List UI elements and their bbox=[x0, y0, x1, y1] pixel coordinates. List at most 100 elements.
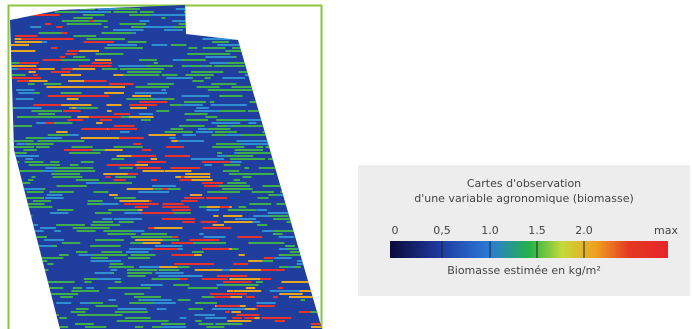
biomass-streak bbox=[315, 35, 335, 37]
biomass-streak bbox=[224, 221, 256, 223]
biomass-streak bbox=[16, 299, 21, 301]
biomass-streak bbox=[277, 47, 289, 49]
biomass-streak bbox=[67, 119, 83, 121]
biomass-streak bbox=[21, 284, 48, 286]
biomass-streak bbox=[299, 311, 311, 313]
biomass-streak bbox=[249, 203, 271, 205]
biomass-streak bbox=[296, 224, 315, 226]
biomass-streak bbox=[91, 224, 120, 226]
biomass-streak bbox=[252, 119, 272, 121]
biomass-streak bbox=[314, 83, 319, 85]
biomass-streak bbox=[294, 158, 306, 160]
biomass-streak bbox=[5, 224, 38, 226]
biomass-streak bbox=[39, 32, 62, 34]
biomass-streak bbox=[240, 173, 274, 175]
biomass-streak bbox=[101, 251, 122, 253]
biomass-streak bbox=[6, 323, 32, 325]
biomass-streak bbox=[16, 98, 34, 100]
biomass-streak bbox=[10, 230, 18, 232]
biomass-streak bbox=[13, 197, 44, 199]
biomass-streak bbox=[227, 11, 259, 13]
biomass-streak bbox=[213, 224, 224, 226]
biomass-streak bbox=[248, 32, 256, 34]
biomass-streak bbox=[159, 266, 177, 268]
biomass-streak bbox=[157, 308, 167, 310]
biomass-streak bbox=[312, 164, 345, 166]
biomass-streak bbox=[278, 287, 284, 289]
biomass-streak bbox=[131, 254, 156, 256]
biomass-streak bbox=[115, 176, 136, 178]
scale-label: 1.0 bbox=[481, 224, 499, 237]
biomass-streak bbox=[104, 92, 124, 94]
biomass-streak bbox=[283, 35, 293, 37]
biomass-streak bbox=[111, 269, 118, 271]
biomass-streak bbox=[140, 20, 150, 22]
biomass-streak bbox=[216, 305, 239, 307]
biomass-streak bbox=[84, 41, 114, 43]
biomass-streak bbox=[114, 113, 130, 115]
biomass-streak bbox=[194, 32, 205, 34]
biomass-streak bbox=[234, 104, 246, 106]
biomass-streak bbox=[229, 269, 262, 271]
biomass-streak bbox=[323, 113, 352, 115]
biomass-streak bbox=[204, 236, 226, 238]
biomass-streak bbox=[28, 215, 33, 217]
biomass-streak bbox=[320, 230, 353, 232]
biomass-streak bbox=[124, 203, 131, 205]
biomass-streak bbox=[321, 212, 348, 214]
biomass-streak bbox=[75, 323, 80, 325]
biomass-streak bbox=[277, 80, 292, 82]
biomass-streak bbox=[314, 221, 320, 223]
biomass-streak bbox=[15, 284, 29, 286]
biomass-streak bbox=[277, 131, 299, 133]
biomass-streak bbox=[195, 320, 201, 322]
biomass-streak bbox=[158, 275, 173, 277]
biomass-streak bbox=[39, 281, 45, 283]
biomass-streak bbox=[206, 56, 233, 58]
biomass-streak bbox=[102, 203, 119, 205]
biomass-streak bbox=[125, 317, 151, 319]
biomass-streak bbox=[18, 8, 43, 10]
biomass-streak bbox=[119, 221, 134, 223]
biomass-streak bbox=[185, 65, 190, 67]
biomass-streak bbox=[292, 14, 323, 16]
biomass-streak bbox=[108, 299, 116, 301]
biomass-streak bbox=[128, 41, 147, 43]
biomass-streak bbox=[255, 89, 274, 91]
biomass-streak bbox=[52, 326, 68, 328]
biomass-streak bbox=[320, 170, 338, 172]
biomass-streak bbox=[311, 155, 342, 157]
biomass-streak bbox=[233, 158, 265, 160]
biomass-streak bbox=[278, 83, 301, 85]
biomass-streak bbox=[329, 224, 342, 226]
biomass-streak bbox=[266, 146, 297, 148]
biomass-streak bbox=[77, 116, 88, 118]
biomass-streak bbox=[300, 173, 312, 175]
biomass-streak bbox=[182, 59, 206, 61]
biomass-streak bbox=[200, 221, 217, 223]
biomass-streak bbox=[205, 116, 217, 118]
biomass-streak bbox=[256, 209, 267, 211]
biomass-streak bbox=[220, 110, 246, 112]
biomass-streak bbox=[74, 35, 97, 37]
biomass-streak bbox=[251, 14, 263, 16]
biomass-streak bbox=[85, 326, 106, 328]
scale-label: max bbox=[654, 224, 678, 237]
biomass-streak bbox=[29, 71, 36, 73]
biomass-streak bbox=[129, 248, 157, 250]
biomass-streak bbox=[41, 227, 46, 229]
biomass-streak bbox=[259, 167, 287, 169]
legend-title: Cartes d'observation bbox=[467, 177, 581, 190]
biomass-streak bbox=[141, 119, 151, 121]
biomass-streak bbox=[161, 326, 186, 328]
biomass-streak bbox=[202, 65, 206, 67]
biomass-streak bbox=[25, 158, 33, 160]
biomass-streak bbox=[109, 266, 134, 268]
biomass-streak bbox=[262, 101, 272, 103]
biomass-streak bbox=[51, 173, 74, 175]
biomass-streak bbox=[38, 314, 59, 316]
biomass-streak bbox=[239, 71, 271, 73]
biomass-streak bbox=[60, 104, 91, 106]
biomass-streak bbox=[288, 266, 293, 268]
biomass-streak bbox=[19, 284, 44, 286]
